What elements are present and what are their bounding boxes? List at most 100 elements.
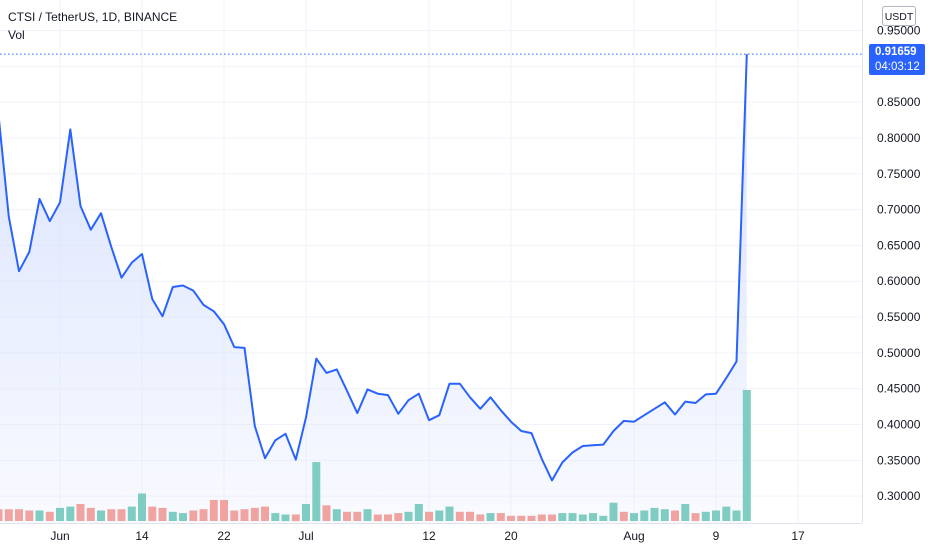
volume-bar — [660, 509, 669, 521]
volume-bar — [650, 507, 659, 521]
volume-bar — [343, 511, 351, 521]
volume-bar — [537, 514, 546, 522]
volume-bar — [189, 510, 198, 521]
x-tick-label: 20 — [504, 529, 518, 543]
volume-bar — [353, 511, 362, 521]
volume-bar — [568, 513, 577, 521]
volume-bar — [558, 513, 567, 521]
volume-bar — [4, 509, 13, 521]
chart-header: CTSI / TetherUS, 1D, BINANCE Vol — [8, 8, 177, 44]
volume-bar — [589, 513, 597, 521]
volume-bar — [435, 510, 444, 521]
volume-bar — [599, 515, 608, 521]
volume-bar — [291, 514, 300, 522]
x-tick-label: 17 — [791, 529, 805, 543]
volume-bar — [179, 513, 187, 521]
y-tick-label: 0.40000 — [877, 418, 921, 432]
last-price-badge: 0.91659 04:03:12 — [869, 44, 925, 75]
volume-bar — [671, 510, 679, 521]
price-line — [0, 54, 748, 482]
volume-bar — [466, 511, 474, 521]
x-tick-label: 12 — [422, 529, 436, 543]
volume-bar — [250, 507, 259, 521]
volume-bar — [56, 507, 64, 521]
volume-bar — [384, 514, 392, 522]
volume-bar — [681, 504, 690, 521]
y-tick-label: 0.30000 — [877, 489, 921, 503]
volume-bar — [394, 513, 403, 521]
volume-bar — [701, 511, 710, 521]
volume-bar — [722, 506, 731, 521]
volume-bar — [168, 511, 177, 521]
volume-bar — [209, 500, 218, 521]
volume-bar — [66, 506, 75, 521]
volume-bar — [445, 506, 454, 521]
volume-bar — [107, 509, 116, 521]
volume-bar — [35, 510, 44, 521]
volume-bar — [548, 514, 556, 522]
volume-bar — [230, 510, 239, 521]
currency-button[interactable]: USDT — [882, 6, 916, 26]
volume-bar — [630, 513, 638, 521]
volume-bar — [158, 507, 167, 521]
volume-legend-label[interactable]: Vol — [8, 28, 25, 42]
volume-bar — [15, 509, 23, 521]
volume-bar — [220, 500, 228, 521]
x-tick-label: Jul — [298, 529, 313, 543]
price-area-fill — [0, 54, 747, 523]
y-tick-label: 0.95000 — [877, 24, 921, 38]
volume-bar — [640, 510, 649, 521]
volume-bar — [363, 509, 372, 521]
volume-bar — [527, 515, 536, 521]
volume-bar — [281, 514, 290, 522]
volume-bar — [425, 511, 433, 521]
y-tick-label: 0.45000 — [877, 382, 921, 396]
volume-bar — [496, 513, 505, 521]
last-price-value: 0.91659 — [875, 46, 917, 58]
symbol-title[interactable]: CTSI / TetherUS, 1D, BINANCE — [8, 10, 178, 24]
volume-bar — [322, 505, 331, 521]
volume-bar — [578, 514, 587, 522]
volume-bar — [271, 513, 280, 521]
volume-bar — [240, 509, 249, 521]
volume-bar — [76, 504, 85, 521]
volume-bar — [414, 504, 423, 521]
volume-bar — [732, 510, 741, 521]
volume-bar — [138, 493, 146, 521]
volume-bar — [486, 513, 495, 521]
volume-bar — [86, 507, 95, 521]
volume-bar — [332, 509, 341, 521]
volume-bar — [507, 515, 515, 521]
volume-bar — [517, 515, 526, 521]
y-tick-label: 0.85000 — [877, 95, 921, 109]
x-tick-label: Jun — [50, 529, 69, 543]
x-tick-label: 14 — [135, 529, 149, 543]
volume-bar — [609, 502, 618, 521]
volume-bar — [455, 511, 464, 521]
volume-bar — [476, 514, 485, 522]
bar-countdown: 04:03:12 — [875, 61, 920, 73]
volume-bar — [0, 509, 3, 521]
y-tick-label: 0.75000 — [877, 167, 921, 181]
x-tick-label: 22 — [217, 529, 231, 543]
volume-bar — [619, 511, 628, 521]
x-tick-label: 9 — [713, 529, 720, 543]
y-tick-label: 0.70000 — [877, 203, 921, 217]
y-tick-label: 0.50000 — [877, 346, 921, 360]
volume-bar — [312, 462, 321, 522]
y-tick-label: 0.65000 — [877, 238, 921, 252]
volume-bar — [302, 504, 310, 521]
volume-bar — [404, 511, 413, 521]
volume-bar — [261, 506, 269, 521]
volume-bar — [148, 506, 157, 521]
x-tick-label: Aug — [623, 529, 644, 543]
volume-bar — [25, 510, 34, 521]
volume-bar — [712, 510, 720, 521]
volume-bar — [127, 506, 136, 521]
volume-bar — [45, 511, 54, 521]
volume-bar — [742, 390, 751, 521]
volume-bar — [691, 513, 700, 521]
y-tick-label: 0.35000 — [877, 453, 921, 467]
volume-bar — [373, 514, 382, 522]
